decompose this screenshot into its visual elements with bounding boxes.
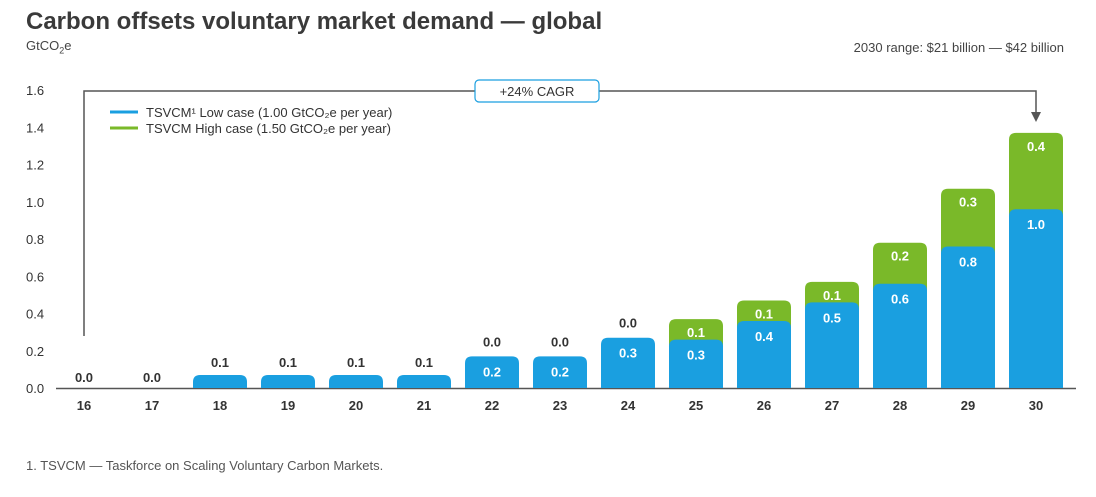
- bar-low: [805, 302, 859, 388]
- bar-low-label: 0.2: [483, 364, 501, 379]
- x-tick-label: 30: [1029, 398, 1043, 413]
- bar-high-label: 0.1: [687, 325, 705, 340]
- x-tick-label: 20: [349, 398, 363, 413]
- bar-low-label: 0.8: [959, 254, 977, 269]
- x-tick-label: 21: [417, 398, 431, 413]
- bar-low: [1009, 209, 1063, 388]
- y-tick-label: 1.4: [26, 120, 44, 135]
- bar-low: [873, 283, 927, 388]
- bar-low: [329, 374, 383, 388]
- bar-low-label: 0.3: [619, 346, 637, 361]
- bar-low: [941, 246, 995, 388]
- cagr-arrowhead: [1031, 112, 1041, 122]
- bar-high-label: 0.4: [1027, 139, 1046, 154]
- bar-low-label: 0.0: [143, 370, 161, 385]
- x-tick-label: 26: [757, 398, 771, 413]
- x-tick-label: 24: [621, 398, 636, 413]
- x-tick-label: 28: [893, 398, 907, 413]
- bar-low-label: 0.0: [75, 370, 93, 385]
- bar-high-label: 0.2: [891, 249, 909, 264]
- bar-low-label: 0.1: [279, 355, 297, 370]
- bar-low-label: 0.6: [891, 292, 909, 307]
- footnote: 1. TSVCM — Taskforce on Scaling Voluntar…: [26, 458, 384, 473]
- x-tick-label: 23: [553, 398, 567, 413]
- cagr-label: +24% CAGR: [500, 84, 575, 99]
- bar-high-label: 0.3: [959, 195, 977, 210]
- x-tick-label: 29: [961, 398, 975, 413]
- legend-label-high: TSVCM High case (1.50 GtCO₂e per year): [146, 121, 391, 136]
- bar-low-label: 0.4: [755, 329, 774, 344]
- range-label: 2030 range: $21 billion — $42 billion: [853, 40, 1064, 55]
- bar-high-label: 0.0: [483, 334, 501, 349]
- bar-high-label: 0.0: [619, 316, 637, 331]
- x-tick-label: 18: [213, 398, 227, 413]
- y-tick-label: 1.0: [26, 195, 44, 210]
- bar-low: [601, 337, 655, 388]
- bar-low-label: 1.0: [1027, 217, 1045, 232]
- bar-low-label: 0.1: [415, 355, 433, 370]
- x-tick-label: 27: [825, 398, 839, 413]
- x-tick-label: 16: [77, 398, 91, 413]
- y-tick-label: 0.6: [26, 269, 44, 284]
- x-tick-label: 25: [689, 398, 703, 413]
- bar-low-label: 0.5: [823, 310, 841, 325]
- x-tick-label: 19: [281, 398, 295, 413]
- bar-low: [193, 374, 247, 388]
- bar-low: [261, 374, 315, 388]
- y-tick-label: 1.2: [26, 158, 44, 173]
- bar-low-label: 0.1: [211, 355, 229, 370]
- bar-high-label: 0.1: [823, 288, 841, 303]
- bar-low: [737, 320, 791, 388]
- bar-low: [465, 356, 519, 388]
- legend-label-low: TSVCM¹ Low case (1.00 GtCO₂e per year): [146, 105, 392, 120]
- chart-title: Carbon offsets voluntary market demand —…: [26, 8, 603, 35]
- y-tick-label: 0.8: [26, 232, 44, 247]
- x-tick-label: 17: [145, 398, 159, 413]
- bar-low: [669, 339, 723, 388]
- bar-low: [533, 356, 587, 388]
- bar-high-label: 0.1: [755, 306, 773, 321]
- y-tick-label: 1.6: [26, 83, 44, 98]
- cagr-connector-right: [599, 90, 1037, 114]
- cagr-connector-left: [83, 90, 475, 336]
- chart-area: 0.0 0.2 0.4 0.6 0.8 1.0 1.2 1.4 1.6 16 0.0 17 0.0 18 0…: [26, 79, 1076, 413]
- bar-low-label: 0.2: [551, 364, 569, 379]
- y-tick-label: 0.0: [26, 381, 44, 396]
- bar-low-label: 0.3: [687, 348, 705, 363]
- y-tick-label: 0.2: [26, 344, 44, 359]
- y-tick-label: 0.4: [26, 307, 44, 322]
- bar-high-label: 0.0: [551, 334, 569, 349]
- bar-low-label: 0.1: [347, 355, 365, 370]
- bar-low: [397, 374, 451, 388]
- unit-label: GtCO2e: [26, 38, 72, 56]
- cagr-box: [474, 79, 600, 103]
- x-tick-label: 22: [485, 398, 499, 413]
